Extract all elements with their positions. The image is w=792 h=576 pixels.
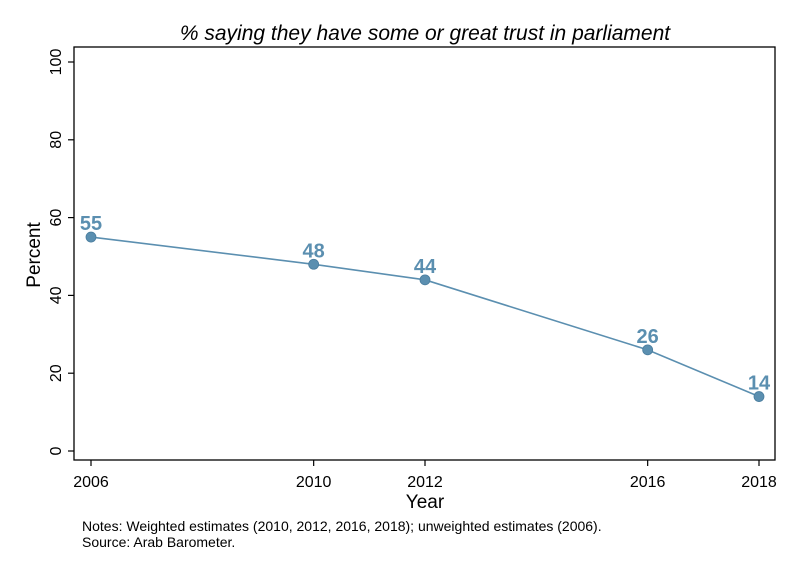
plot-frame: [73, 46, 776, 461]
line-chart: % saying they have some or great trust i…: [24, 22, 777, 512]
data-point: [642, 344, 654, 356]
y-tick-label: 40: [48, 286, 65, 304]
y-axis: 0 20 40 60 80 100: [48, 49, 74, 455]
y-tick-label: 20: [48, 364, 65, 382]
y-axis-title: Percent: [24, 222, 45, 288]
chart-notes: Notes: Weighted estimates (2010, 2012, 2…: [82, 518, 602, 550]
x-axis: 2006 2010 2012 2016 2018: [73, 460, 777, 491]
y-tick-label: 80: [48, 131, 65, 149]
y-tick-label: 0: [48, 446, 65, 455]
data-label: 55: [80, 213, 102, 235]
x-tick-label: 2010: [296, 474, 332, 491]
y-tick-label: 100: [48, 49, 65, 76]
data-label: 48: [303, 240, 325, 262]
data-labels: 55 48 44 26 14: [80, 213, 771, 394]
data-point: [85, 231, 97, 243]
source-line: Source: Arab Barometer.: [82, 534, 236, 550]
data-point: [308, 258, 320, 270]
notes-line: Notes: Weighted estimates (2010, 2012, 2…: [82, 518, 602, 534]
data-label: 44: [414, 256, 437, 278]
x-tick-label: 2018: [741, 474, 777, 491]
x-axis-title: Year: [406, 492, 445, 512]
y-tick-label: 60: [48, 209, 65, 227]
data-points: [85, 231, 765, 402]
data-point: [753, 391, 765, 402]
data-point: [419, 274, 431, 286]
data-label: 26: [637, 326, 659, 348]
chart-title: % saying they have some or great trust i…: [180, 22, 671, 45]
x-tick-label: 2012: [407, 474, 443, 491]
x-tick-label: 2006: [73, 474, 109, 491]
x-tick-label: 2016: [630, 474, 666, 491]
data-label: 14: [748, 373, 771, 395]
